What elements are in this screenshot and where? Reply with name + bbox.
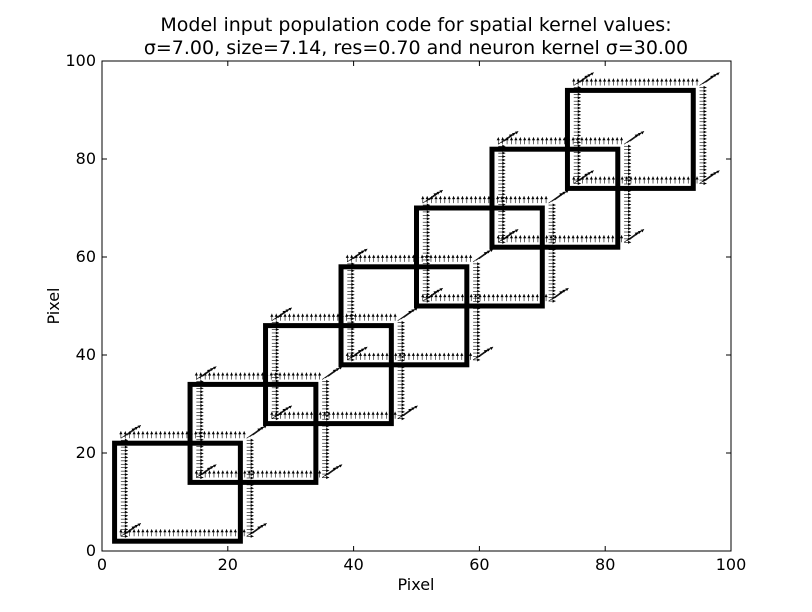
plot-area	[112, 72, 720, 544]
chart-title-line-2: σ=7.00, size=7.14, res=0.70 and neuron k…	[144, 37, 688, 59]
y-tick-label: 100	[65, 51, 96, 70]
kernel-square	[489, 146, 621, 250]
y-axis: 0 20 40 60 80 100	[65, 51, 731, 560]
x-tick-label: 20	[218, 555, 238, 574]
y-tick-label: 20	[76, 443, 96, 462]
x-tick-label: 100	[716, 555, 747, 574]
kernel-arrow-field	[345, 248, 494, 362]
kernel-arrow-field	[119, 425, 267, 538]
x-axis: 0 20 40 60 80 100	[97, 61, 746, 574]
kernel-square	[112, 440, 243, 544]
kernel-square	[564, 87, 696, 191]
kernel-square	[263, 323, 394, 427]
kernel-square	[187, 381, 319, 485]
kernel-arrow-field	[496, 131, 645, 244]
chart-title-line-1: Model input population code for spatial …	[160, 14, 671, 36]
x-tick-label: 0	[97, 555, 107, 574]
y-axis-label: Pixel	[44, 287, 63, 324]
y-tick-label: 60	[76, 247, 96, 266]
plot-frame	[101, 60, 732, 552]
kernel-square	[414, 205, 545, 309]
x-axis-label: Pixel	[397, 575, 434, 594]
y-tick-label: 40	[76, 345, 96, 364]
x-tick-label: 40	[343, 555, 363, 574]
kernel-square	[338, 264, 470, 368]
x-tick-label: 80	[595, 555, 615, 574]
y-tick-label: 0	[86, 541, 96, 560]
y-tick-label: 80	[76, 149, 96, 168]
x-tick-label: 60	[469, 555, 489, 574]
